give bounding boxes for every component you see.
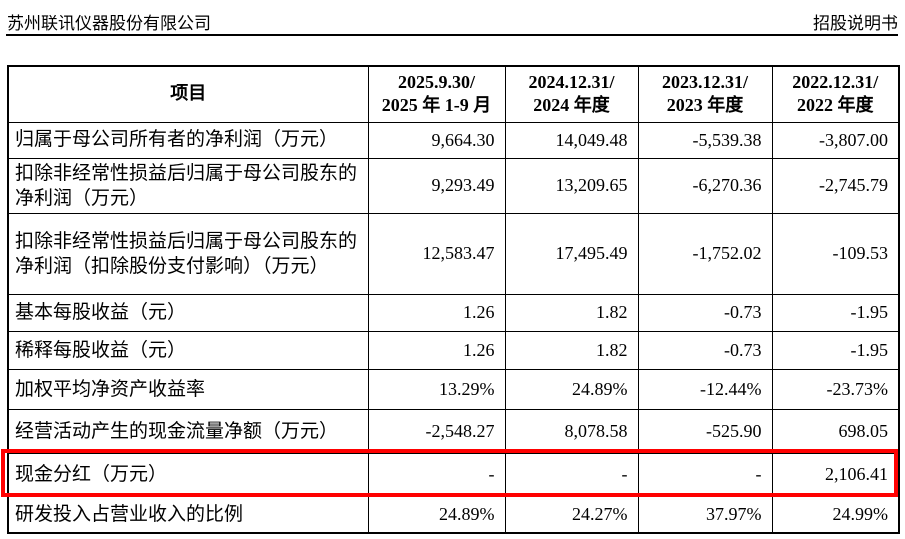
row-value: 14,049.48 (504, 121, 639, 159)
row-label: 扣除非经常性损益后归属于母公司股东的净利润（扣除股份支付影响）（万元） (7, 212, 369, 295)
row-value: -23.73% (771, 368, 900, 410)
row-label: 加权平均净资产收益率 (7, 368, 369, 410)
row-value: -3,807.00 (771, 121, 900, 159)
row-label: 现金分红（万元） (7, 452, 369, 497)
row-value: 24.27% (504, 495, 639, 534)
row-label: 归属于母公司所有者的净利润（万元） (7, 121, 369, 159)
row-value: 8,078.58 (504, 408, 639, 454)
period-date: 2023.12.31/ (661, 71, 748, 92)
row-value: 2,106.41 (771, 452, 900, 497)
table-row: 扣除非经常性损益后归属于母公司股东的净利润（万元） 9,293.49 13,209.… (7, 157, 900, 214)
row-label: 基本每股收益（元） (7, 293, 369, 332)
period-date: 2024.12.31/ (528, 71, 615, 92)
row-value: 1.82 (504, 293, 639, 332)
row-value: - (367, 452, 506, 497)
period-date: 2025.9.30/ (397, 71, 475, 92)
row-label: 经营活动产生的现金流量净额（万元） (7, 408, 369, 454)
row-label: 研发投入占营业收入的比例 (7, 495, 369, 534)
row-label: 稀释每股收益（元） (7, 330, 369, 370)
table-row: 研发投入占营业收入的比例 24.89% 24.27% 37.97% 24.99% (7, 495, 900, 534)
row-value: -12.44% (637, 368, 773, 410)
row-label: 扣除非经常性损益后归属于母公司股东的净利润（万元） (7, 157, 369, 214)
row-value: - (504, 452, 639, 497)
row-value: 24.89% (367, 495, 506, 534)
row-value: 698.05 (771, 408, 900, 454)
financial-summary-table: 项目 2025.9.30/ 2025 年 1-9 月 2024.12.31/ 2… (7, 65, 900, 535)
row-value: 1.82 (504, 330, 639, 370)
document-header: 苏州联讯仪器股份有限公司 招股说明书 (7, 9, 898, 34)
table-row-highlighted: 现金分红（万元） - - -2,106.41 (7, 452, 900, 497)
row-value: 1.26 (367, 330, 506, 370)
table-header-row: 项目 2025.9.30/ 2025 年 1-9 月 2024.12.31/ 2… (7, 65, 900, 123)
column-header-period-2025: 2025.9.30/ 2025 年 1-9 月 (367, 65, 506, 123)
table-row: 经营活动产生的现金流量净额（万元） -2,548.27 8,078.58 -525.9… (7, 408, 900, 454)
period-label: 2025 年 1-9 月 (381, 95, 492, 116)
period-date: 2022.12.31/ (792, 71, 879, 92)
row-value: 13,209.65 (504, 157, 639, 214)
row-value: -6,270.36 (637, 157, 773, 214)
row-value: 13.29% (367, 368, 506, 410)
period-label: 2022 年度 (797, 95, 874, 116)
table-row: 扣除非经常性损益后归属于母公司股东的净利润（扣除股份支付影响）（万元） 12,58… (7, 212, 900, 295)
table-body: 归属于母公司所有者的净利润（万元） 9,664.30 14,049.48 -5,539… (7, 121, 900, 534)
period-label: 2024 年度 (533, 95, 610, 116)
table-row: 归属于母公司所有者的净利润（万元） 9,664.30 14,049.48 -5,539… (7, 121, 900, 159)
row-value: -2,745.79 (771, 157, 900, 214)
row-value: 1.26 (367, 293, 506, 332)
document-type: 招股说明书 (813, 14, 898, 33)
row-value: - (637, 452, 773, 497)
table-row: 基本每股收益（元） 1.26 1.82 -0.73 -1.95 (7, 293, 900, 332)
column-header-period-2024: 2024.12.31/ 2024 年度 (504, 65, 639, 123)
row-value: -0.73 (637, 330, 773, 370)
column-header-period-2022: 2022.12.31/ 2022 年度 (771, 65, 900, 123)
header-divider (6, 34, 898, 36)
row-value: -5,539.38 (637, 121, 773, 159)
row-value: -109.53 (771, 212, 900, 295)
row-value: -1.95 (771, 293, 900, 332)
period-label: 2023 年度 (666, 95, 744, 116)
row-value: -0.73 (637, 293, 773, 332)
row-value: -525.90 (637, 408, 773, 454)
row-value: 37.97% (637, 495, 773, 534)
table-row: 加权平均净资产收益率 13.29% 24.89% -12.44% -23.73% (7, 368, 900, 410)
row-value: 17,495.49 (504, 212, 639, 295)
row-value: -1,752.02 (637, 212, 773, 295)
column-header-item: 项目 (7, 65, 369, 123)
column-header-period-2023: 2023.12.31/ 2023 年度 (637, 65, 773, 123)
row-value: -2,548.27 (367, 408, 506, 454)
row-value: 12,583.47 (367, 212, 506, 295)
row-value: -1.95 (771, 330, 900, 370)
row-value: 24.99% (771, 495, 900, 534)
row-value: 24.89% (504, 368, 639, 410)
table-row: 稀释每股收益（元） 1.26 1.82 -0.73 -1.95 (7, 330, 900, 370)
row-value: 9,664.30 (367, 121, 506, 159)
row-value: 9,293.49 (367, 157, 506, 214)
company-name: 苏州联讯仪器股份有限公司 (7, 14, 211, 33)
